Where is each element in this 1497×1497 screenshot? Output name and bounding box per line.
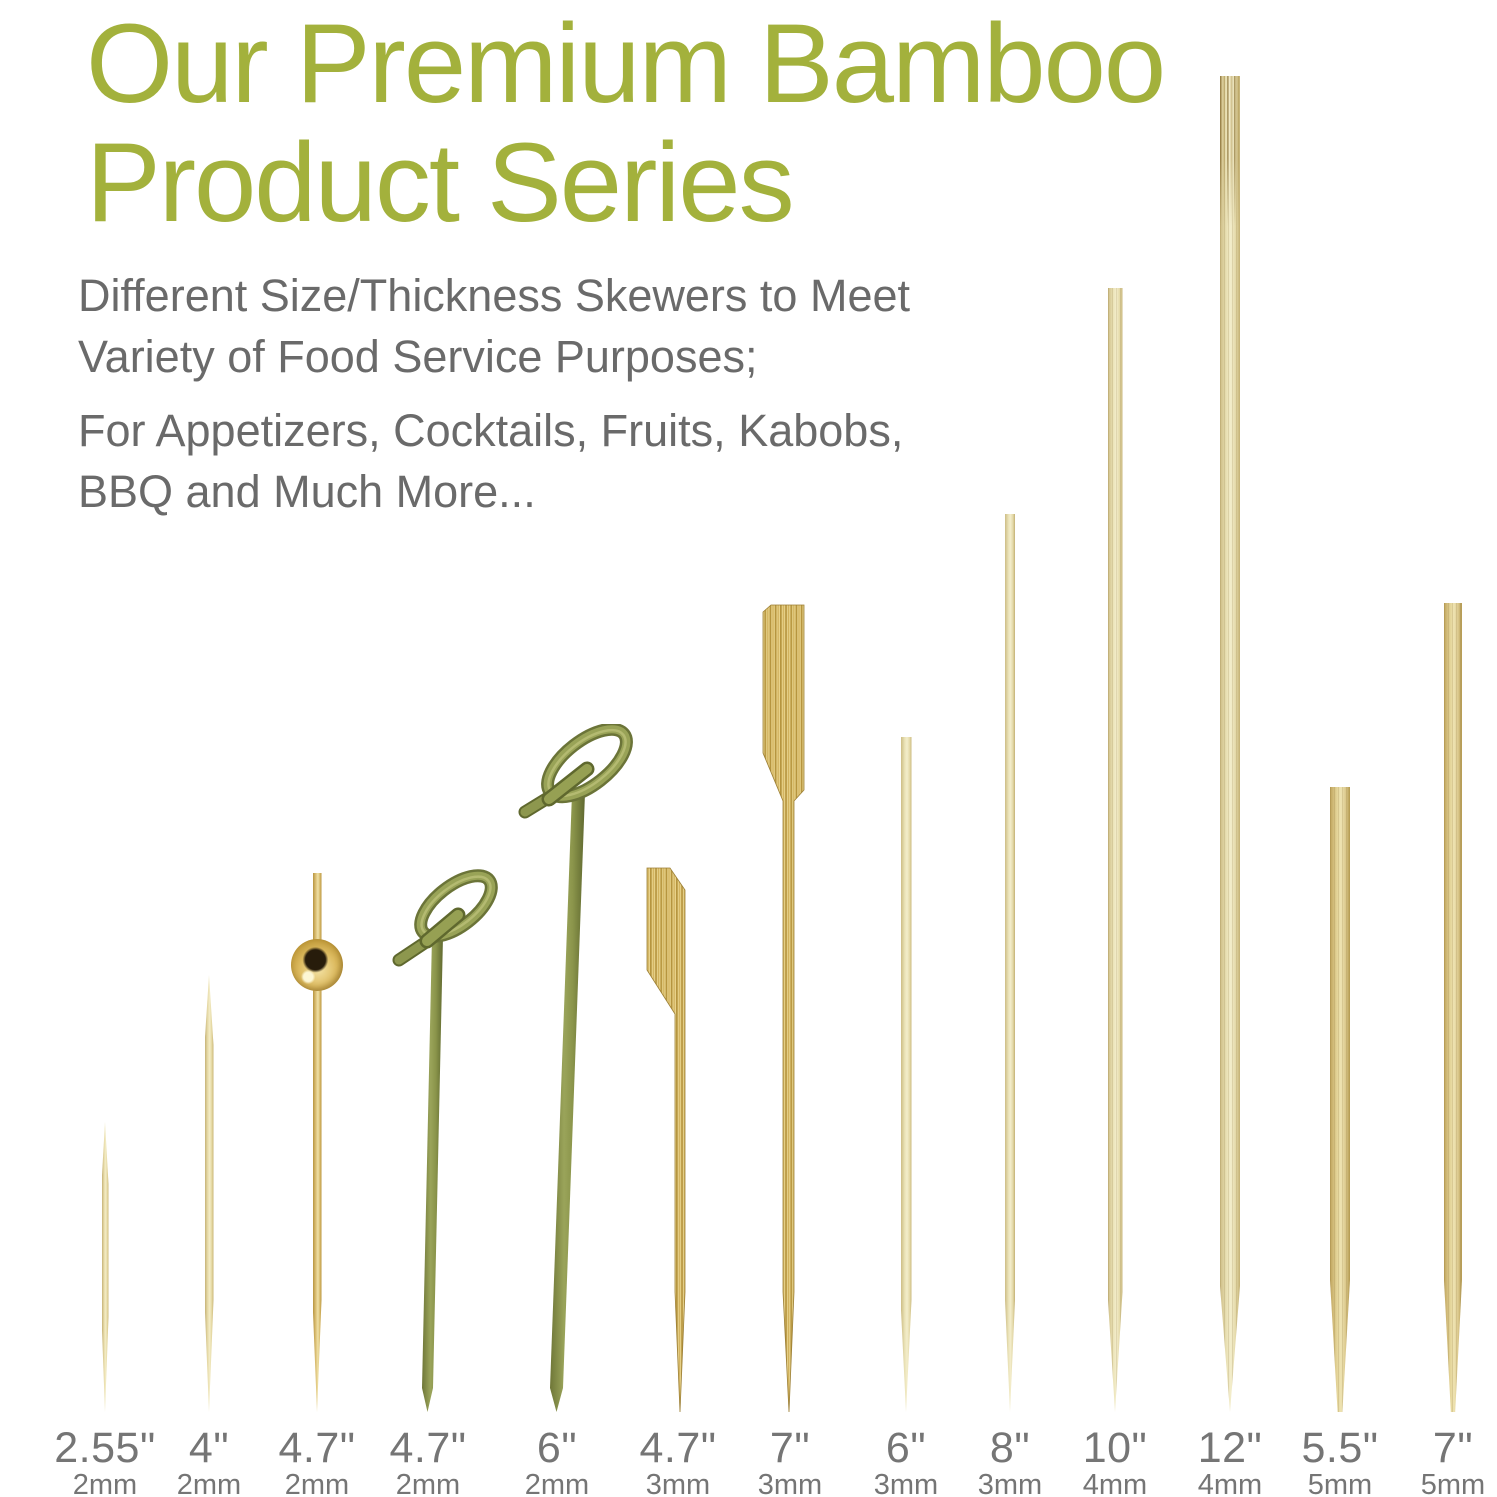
thickness-label: 3mm (645, 1469, 711, 1497)
thickness-label: 2mm (284, 1469, 350, 1497)
bamboo-stick (1005, 514, 1015, 1412)
paddle-skewer-graphic (646, 867, 686, 1413)
size-label: 6" (885, 1424, 927, 1472)
subtitle-line: Variety of Food Service Purposes; (78, 330, 758, 382)
thickness-label: 4mm (1082, 1469, 1148, 1497)
frayed-top-texture (1220, 76, 1240, 226)
subtitle-line: BBQ and Much More... (78, 465, 536, 517)
size-label: 4.7" (389, 1424, 467, 1472)
thickness-label: 4mm (1197, 1469, 1263, 1497)
thickness-label: 2mm (72, 1469, 138, 1497)
page-title: Our Premium Bamboo Product Series (86, 1, 1166, 245)
knotted-pick-graphic (518, 724, 633, 1412)
title-line-2: Product Series (86, 119, 795, 245)
title-line-1: Our Premium Bamboo (86, 1, 1166, 126)
bamboo-stick (901, 737, 912, 1412)
bamboo-stick (1220, 76, 1240, 1412)
thickness-label: 2mm (395, 1469, 461, 1497)
thickness-label: 3mm (873, 1469, 939, 1497)
bamboo-strip-stick (422, 936, 443, 1412)
subtitle-sizes: Different Size/Thickness Skewers to Meet… (78, 266, 910, 388)
knotted-pick-graphic (392, 869, 498, 1412)
size-label: 6" (536, 1424, 578, 1472)
knot-wrap (422, 910, 463, 946)
size-label: 2.55" (54, 1424, 156, 1472)
paddle-skewer-body (762, 604, 805, 1413)
thickness-label: 5mm (1307, 1469, 1373, 1497)
knot-loop-highlight (420, 875, 492, 937)
bamboo-strip-stick (550, 793, 585, 1412)
bamboo-stick (313, 873, 322, 1412)
bamboo-stick (1330, 787, 1350, 1412)
thickness-label: 2mm (524, 1469, 590, 1497)
size-label: 12" (1197, 1424, 1263, 1472)
wood-grain-texture (1220, 76, 1240, 1412)
thickness-label: 2mm (176, 1469, 242, 1497)
thickness-label: 3mm (977, 1469, 1043, 1497)
size-label: 7" (1432, 1424, 1474, 1472)
subtitle-uses: For Appetizers, Cocktails, Fruits, Kabob… (78, 401, 903, 523)
size-label: 8" (989, 1424, 1031, 1472)
knot-wrap (544, 764, 592, 804)
bamboo-stick (1444, 603, 1462, 1412)
size-label: 7" (769, 1424, 811, 1472)
subtitle-line: For Appetizers, Cocktails, Fruits, Kabob… (78, 405, 904, 456)
thickness-label: 3mm (757, 1469, 823, 1497)
bamboo-stick (205, 975, 214, 1412)
bamboo-stick (102, 1122, 109, 1412)
wood-grain-texture (1108, 288, 1123, 1412)
size-label: 10" (1082, 1424, 1148, 1472)
size-label: 5.5" (1301, 1424, 1379, 1472)
gold-ball (291, 939, 343, 991)
bamboo-stick (1108, 288, 1123, 1412)
wood-grain-texture (1330, 787, 1350, 1412)
thickness-label: 5mm (1420, 1469, 1486, 1497)
wood-grain-texture (1444, 603, 1462, 1412)
subtitle-line: Different Size/Thickness Skewers to Meet (78, 270, 910, 321)
size-label: 4.7" (278, 1424, 356, 1472)
paddle-skewer-body (646, 867, 686, 1413)
size-label: 4" (188, 1424, 230, 1472)
size-label: 4.7" (639, 1424, 717, 1472)
paddle-skewer-graphic (762, 604, 805, 1413)
